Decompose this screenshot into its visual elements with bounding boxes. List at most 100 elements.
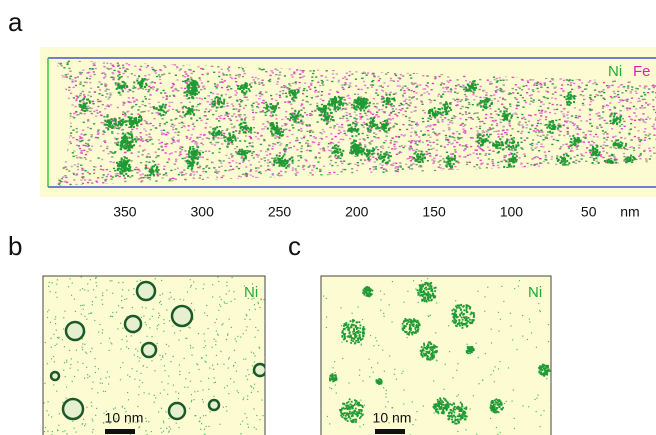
atom bbox=[331, 152, 333, 154]
atom bbox=[369, 143, 371, 144]
atom bbox=[345, 108, 347, 109]
atom bbox=[79, 104, 81, 106]
atom bbox=[173, 137, 175, 138]
atom bbox=[312, 73, 314, 74]
atom bbox=[579, 109, 581, 110]
atom bbox=[86, 151, 88, 152]
atom bbox=[267, 148, 269, 149]
atom bbox=[211, 106, 213, 107]
atom bbox=[70, 135, 72, 136]
atom bbox=[255, 136, 257, 137]
atom bbox=[153, 118, 155, 119]
atom bbox=[185, 82, 187, 83]
atom bbox=[309, 104, 311, 105]
atom bbox=[405, 164, 407, 165]
atom bbox=[476, 153, 478, 154]
atom bbox=[179, 115, 181, 116]
atom bbox=[311, 169, 313, 170]
atom bbox=[416, 164, 418, 165]
atom bbox=[292, 115, 294, 117]
atom bbox=[155, 180, 157, 181]
atom bbox=[321, 104, 323, 105]
atom bbox=[301, 138, 303, 139]
atom bbox=[635, 115, 637, 116]
atom bbox=[180, 146, 182, 147]
atom bbox=[219, 126, 221, 127]
atom bbox=[389, 122, 391, 123]
atom bbox=[277, 70, 279, 71]
atom bbox=[250, 174, 252, 175]
atom bbox=[546, 134, 548, 135]
atom bbox=[325, 136, 327, 137]
atom bbox=[455, 85, 457, 86]
atom bbox=[158, 148, 160, 149]
atom bbox=[276, 125, 278, 127]
atom bbox=[288, 83, 290, 84]
atom bbox=[275, 157, 277, 158]
atom bbox=[637, 130, 639, 131]
atom bbox=[487, 129, 489, 130]
atom bbox=[512, 92, 514, 93]
atom bbox=[497, 165, 499, 166]
atom bbox=[216, 118, 218, 119]
atom bbox=[525, 122, 527, 123]
atom bbox=[560, 88, 562, 89]
atom bbox=[623, 156, 625, 157]
atom bbox=[174, 132, 176, 133]
atom bbox=[160, 130, 162, 131]
atom bbox=[59, 182, 61, 183]
atom bbox=[351, 172, 353, 173]
atom bbox=[574, 123, 576, 124]
atom bbox=[228, 158, 230, 159]
atom bbox=[634, 120, 636, 121]
atom bbox=[137, 78, 139, 79]
atom bbox=[639, 100, 641, 101]
atom bbox=[521, 124, 523, 125]
atom bbox=[272, 174, 274, 175]
atom bbox=[86, 106, 88, 107]
atom bbox=[77, 114, 79, 115]
atom bbox=[433, 124, 435, 125]
atom bbox=[332, 147, 334, 149]
atom bbox=[299, 73, 301, 74]
atom bbox=[530, 164, 532, 165]
atom bbox=[626, 100, 628, 101]
atom bbox=[102, 169, 104, 170]
atom bbox=[340, 171, 342, 172]
atom bbox=[602, 148, 604, 149]
atom bbox=[316, 168, 318, 169]
atom bbox=[306, 101, 308, 102]
atom bbox=[467, 155, 469, 156]
atom bbox=[495, 91, 497, 92]
atom bbox=[245, 166, 247, 167]
atom bbox=[476, 112, 478, 113]
atom bbox=[410, 135, 412, 136]
atom bbox=[493, 94, 495, 95]
atom bbox=[199, 118, 201, 119]
atom bbox=[500, 119, 502, 120]
atom bbox=[398, 105, 400, 106]
atom bbox=[509, 125, 511, 126]
atom bbox=[527, 80, 529, 81]
atom bbox=[268, 80, 270, 81]
atom bbox=[504, 118, 506, 120]
atom bbox=[259, 93, 261, 94]
atom bbox=[645, 134, 647, 135]
atom bbox=[230, 124, 232, 125]
atom bbox=[303, 90, 305, 91]
atom bbox=[447, 76, 449, 77]
atom bbox=[492, 128, 494, 129]
atom bbox=[321, 80, 323, 81]
atom bbox=[250, 170, 252, 171]
atom bbox=[265, 170, 267, 171]
atom bbox=[484, 155, 486, 156]
atom bbox=[375, 168, 377, 169]
atom bbox=[111, 152, 113, 153]
atom bbox=[118, 72, 120, 73]
atom bbox=[108, 68, 110, 69]
atom bbox=[273, 164, 275, 166]
atom bbox=[262, 80, 264, 81]
atom bbox=[300, 105, 302, 106]
atom bbox=[104, 140, 106, 141]
atom bbox=[649, 158, 651, 159]
